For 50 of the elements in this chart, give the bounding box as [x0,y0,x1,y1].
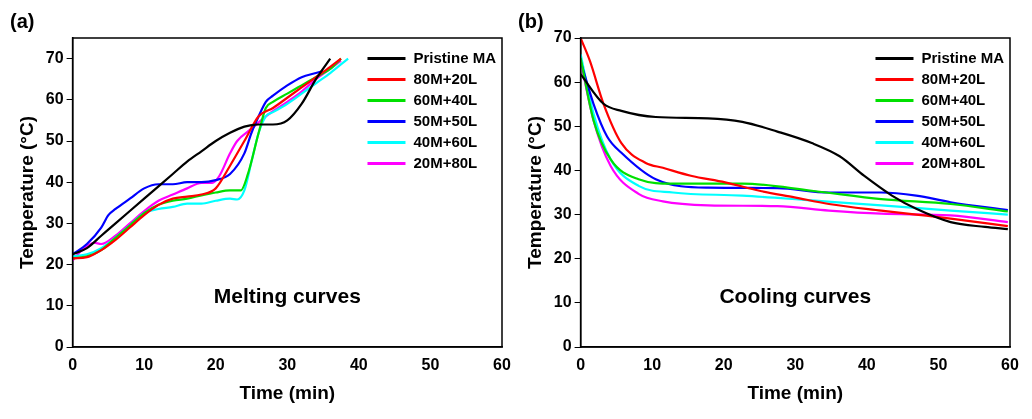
y-tick-label: 70 [45,49,64,67]
legend-label: 40M+60L [921,132,986,150]
x-tick-label: 20 [206,356,225,374]
y-tick-label: 60 [45,90,64,108]
x-tick-label: 10 [643,356,662,374]
legend-label: 60M+40L [413,90,478,108]
y-tick-label: 0 [54,337,64,355]
x-tick-label: 60 [1001,356,1019,374]
x-tick-label: 40 [349,356,368,374]
legend-label: 20M+80L [921,153,986,171]
x-tick-label: 30 [786,356,805,374]
legend-label: 50M+50L [413,111,478,129]
annotation: Melting curves [213,284,361,308]
x-tick-label: 0 [68,356,78,374]
y-tick-label: 50 [45,131,64,149]
x-tick-label: 20 [714,356,733,374]
y-tick-label: 10 [553,293,572,311]
y-axis-title: Temperature (°C) [15,116,37,269]
y-tick-label: 20 [553,249,572,267]
y-tick-label: 30 [553,204,572,222]
x-tick-label: 50 [929,356,948,374]
x-tick-label: 60 [493,356,511,374]
x-axis-title: Time (min) [747,381,844,403]
y-axis-title: Temperature (°C) [523,116,545,269]
legend-label: 40M+60L [413,132,478,150]
text: (a) [10,9,35,32]
text: (b) [518,9,544,32]
y-tick-label: 70 [553,28,572,46]
x-tick-label: 0 [576,356,586,374]
legend-label: 50M+50L [921,111,986,129]
y-tick-label: 10 [45,296,64,314]
y-tick-label: 20 [45,255,64,273]
y-tick-label: 0 [562,337,572,355]
x-tick-label: 10 [135,356,154,374]
y-tick-label: 50 [553,116,572,134]
legend-label: 80M+20L [413,69,478,87]
x-tick-label: 50 [421,356,440,374]
legend-label: 20M+80L [413,153,478,171]
y-tick-label: 40 [553,160,572,178]
y-tick-label: 30 [45,213,64,231]
legend-label: 60M+40L [921,90,986,108]
x-tick-label: 30 [278,356,297,374]
x-axis-title: Time (min) [239,381,336,403]
y-tick-label: 60 [553,72,572,90]
x-tick-label: 40 [857,356,876,374]
annotation: Cooling curves [719,284,872,308]
legend-label: Pristine MA [921,48,1005,66]
legend-label: 80M+20L [921,69,986,87]
legend-label: Pristine MA [413,48,497,66]
y-tick-label: 40 [45,172,64,190]
